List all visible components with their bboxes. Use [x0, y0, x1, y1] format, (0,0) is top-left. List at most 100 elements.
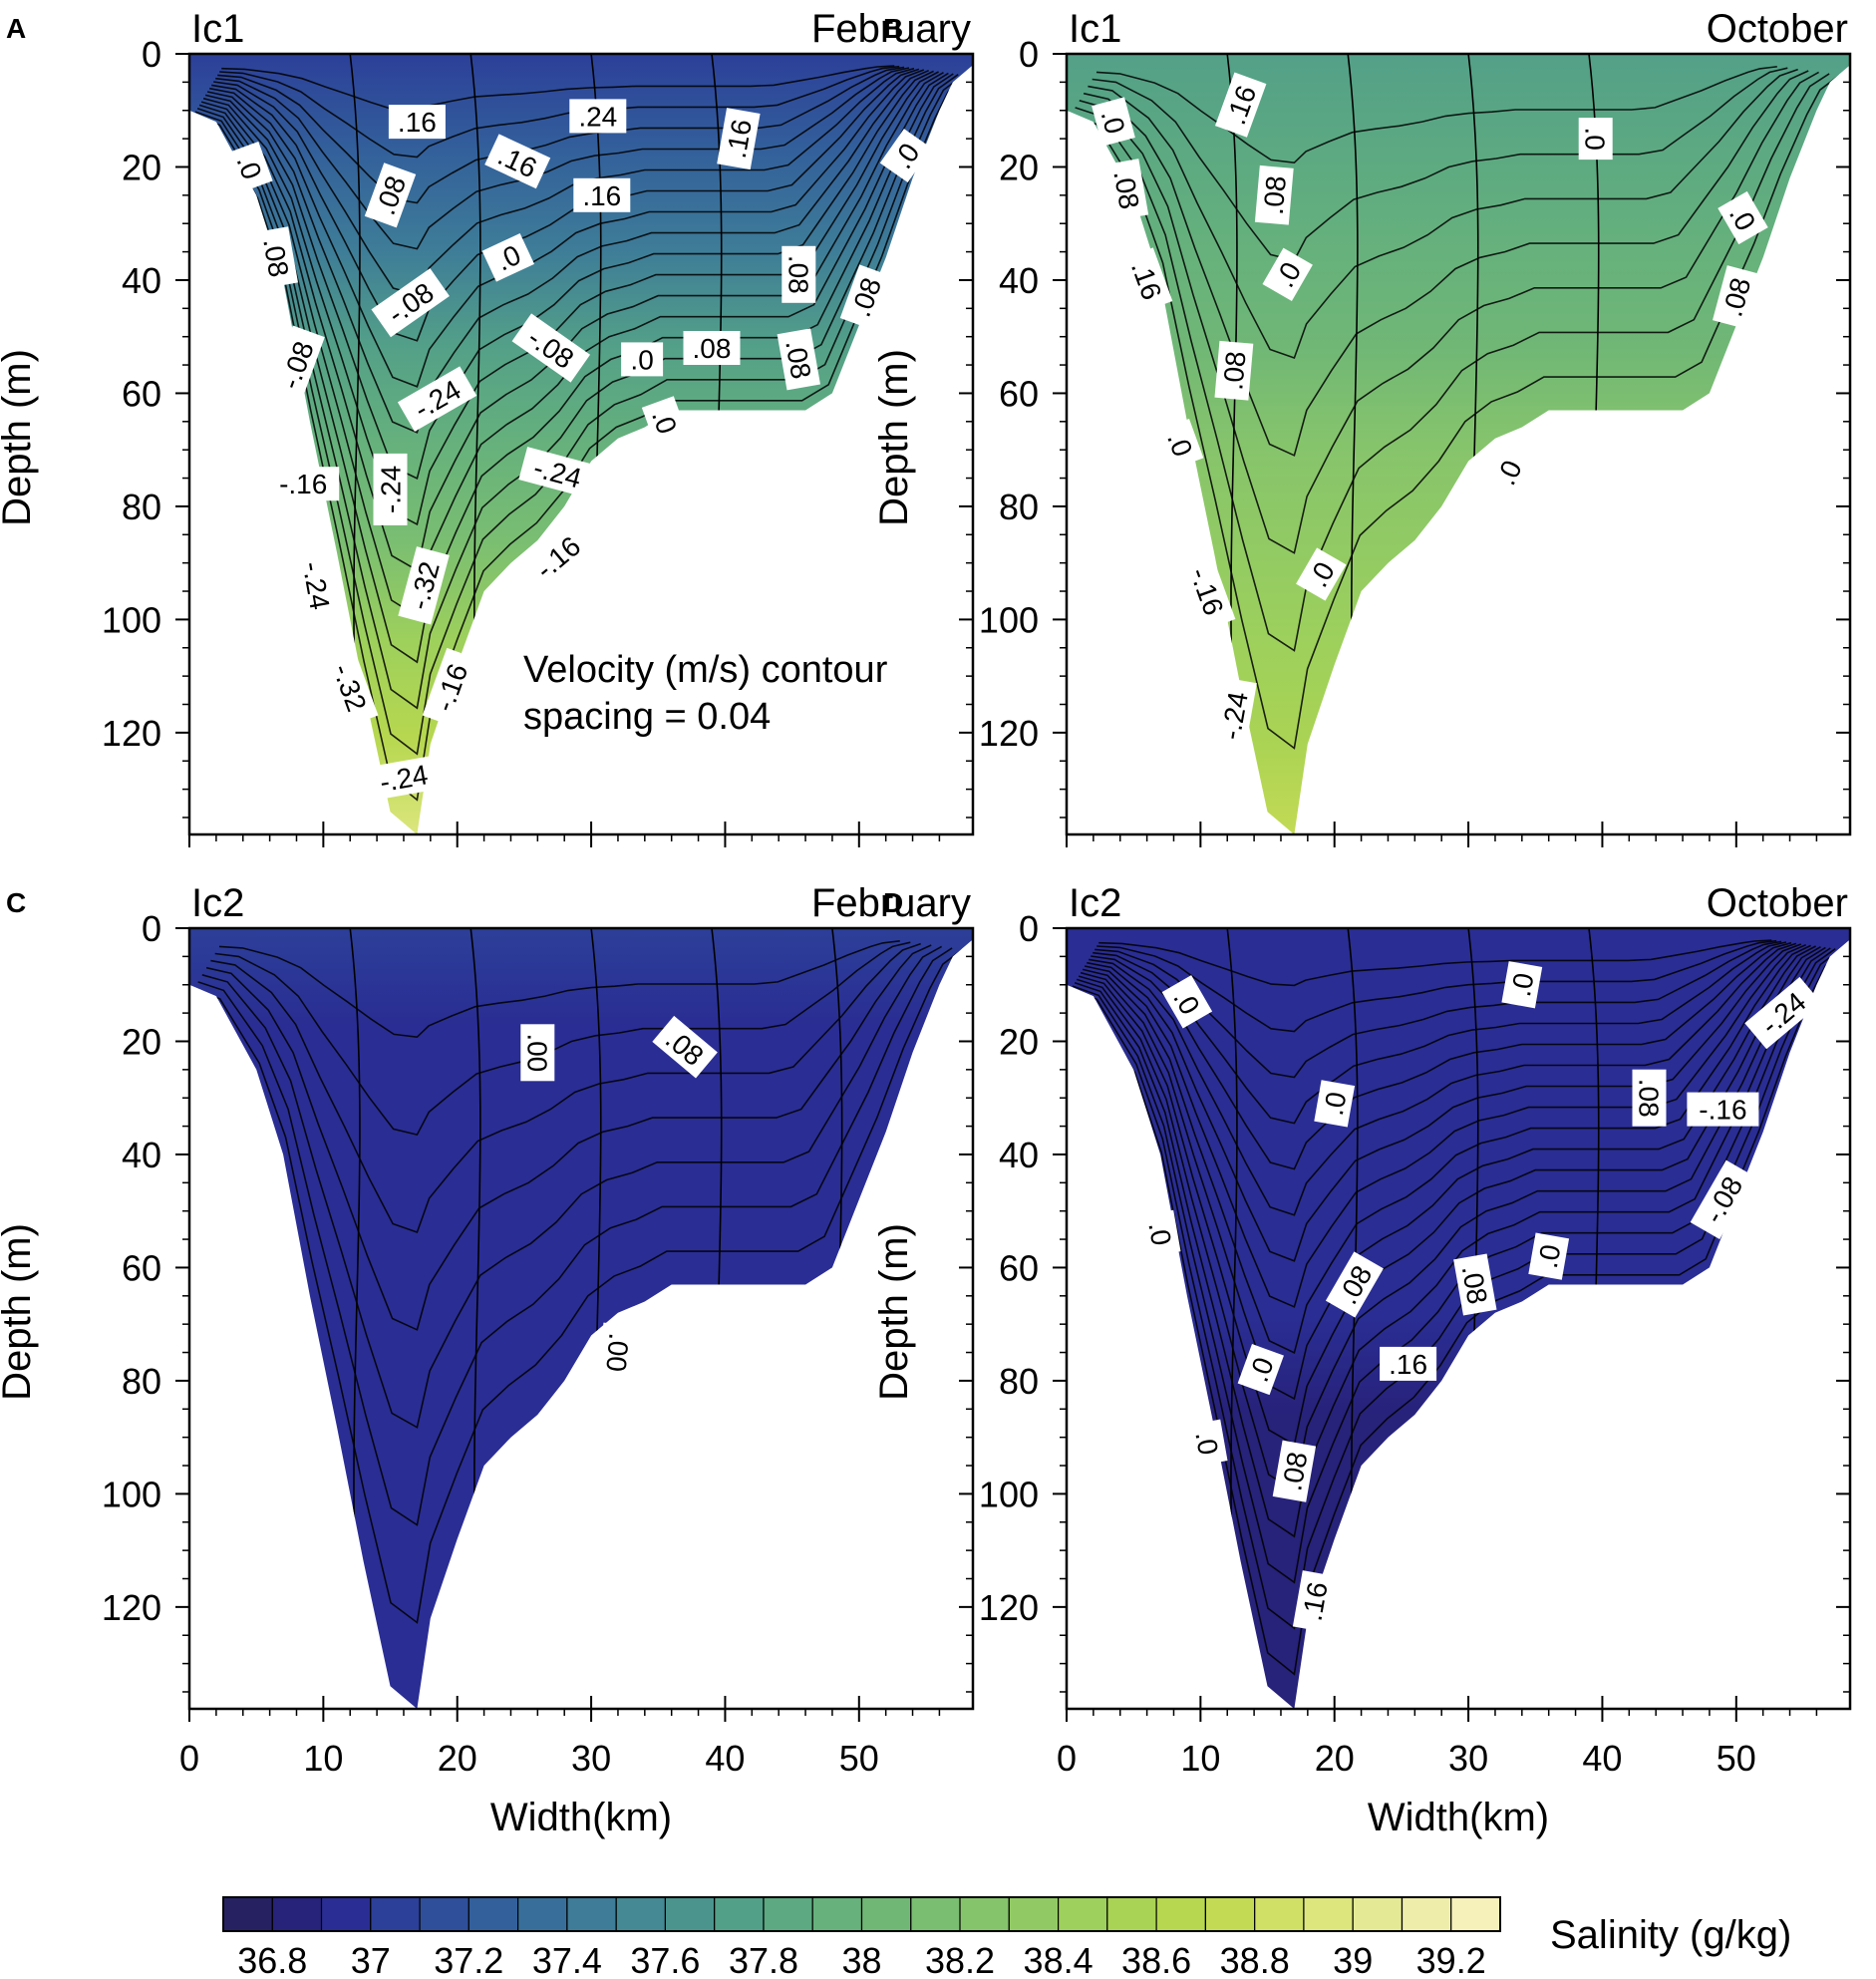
contour-line	[1084, 943, 1807, 1308]
contour-line	[219, 65, 900, 159]
contour-label-text: .08	[257, 236, 294, 280]
panel-letter: D	[883, 887, 903, 918]
colorbar-bin	[1008, 1896, 1060, 1932]
contour-line	[218, 940, 900, 1039]
colorbar-bin	[1204, 1896, 1256, 1932]
contour-label: .0	[1092, 97, 1135, 147]
y-axis-label: Depth (m)	[0, 349, 39, 526]
contour-label-text: .08	[693, 333, 732, 364]
colorbar-bin	[566, 1896, 617, 1932]
colorbar-tick-label: 39	[1333, 1940, 1373, 1979]
contour-label-text: .00	[600, 1332, 634, 1373]
x-tick-label: 40	[1582, 1738, 1622, 1779]
contour-line	[200, 72, 944, 572]
contour-line	[210, 942, 921, 1234]
y-tick-label: 40	[122, 1135, 161, 1175]
contour-label: .0	[1314, 1080, 1356, 1128]
x-tick-label: 20	[438, 1738, 477, 1779]
contour-line	[1094, 940, 1782, 1079]
contour-label-text: .16	[398, 107, 437, 138]
colorbar-bin	[910, 1896, 961, 1932]
contour-label-text: .0	[630, 344, 653, 375]
panel-d: .0.0-.24.0.08 -.16-.08.0.0.08.08.0.16.0.0…	[872, 881, 1852, 1839]
x-tick-label: 40	[705, 1738, 745, 1779]
x-axis-label: Width(km)	[490, 1796, 672, 1839]
contour-line	[201, 945, 942, 1429]
contour-label: .08	[1214, 340, 1254, 401]
y-tick-label: 60	[122, 373, 161, 414]
contour-label-text: .16	[1296, 1579, 1333, 1623]
contour-label: .0	[1528, 1232, 1570, 1280]
colorbar-label: Salinity (g/kg)	[1550, 1913, 1791, 1957]
contour-label: -.08	[371, 268, 450, 338]
contour-label: .16	[717, 108, 761, 170]
colorbar-bin	[271, 1896, 323, 1932]
y-tick-label: 120	[102, 1587, 161, 1628]
contour-line	[217, 66, 905, 204]
month-title: October	[1707, 881, 1848, 925]
contour-line	[1088, 68, 1798, 360]
x-tick-label: 0	[179, 1738, 199, 1779]
x-tick-label: 50	[1717, 1738, 1756, 1779]
contour-line	[1075, 73, 1830, 652]
colorbar-tick-label: 38.2	[925, 1940, 995, 1979]
contour-label: .00	[598, 1322, 638, 1383]
contour-label: .16	[573, 177, 631, 212]
contour-line	[1091, 941, 1792, 1170]
y-axis-label: Depth (m)	[872, 349, 916, 526]
y-tick-label: 0	[142, 34, 161, 75]
salinity-field	[189, 928, 973, 1709]
colorbar-bin	[1303, 1896, 1354, 1932]
contour-label: -.16	[1687, 1092, 1759, 1127]
colorbar-bin	[763, 1896, 813, 1932]
colorbar-bin	[370, 1896, 421, 1932]
x-tick-label: 0	[1057, 1738, 1077, 1779]
month-title: October	[1707, 7, 1848, 51]
contour-label: -.24	[293, 546, 340, 624]
contour-label-text: .16	[1389, 1349, 1427, 1380]
y-tick-label: 20	[999, 147, 1039, 187]
month-title: February	[811, 881, 971, 925]
colorbar-bin	[468, 1896, 519, 1932]
colorbar-bin	[419, 1896, 470, 1932]
x-tick-label: 10	[303, 1738, 343, 1779]
x-axis-label: Width(km)	[1368, 1796, 1549, 1839]
colorbar-tick-label: 36.8	[237, 1940, 307, 1979]
contour-line	[1076, 946, 1826, 1492]
contour-label: .16	[388, 105, 446, 140]
contour-line	[206, 69, 930, 434]
contour-line	[1082, 944, 1811, 1355]
panel-letter: A	[6, 13, 26, 44]
contour-label-text: .0	[1505, 971, 1540, 999]
contour-line	[1083, 70, 1809, 457]
y-tick-label: 20	[122, 147, 161, 187]
contour-line	[202, 71, 939, 526]
contour-label-text: .08	[780, 338, 816, 382]
contour-label-text: .0	[1580, 127, 1611, 150]
colorbar-bin	[860, 1896, 912, 1932]
contour-line	[221, 65, 895, 113]
contour-line	[1087, 943, 1802, 1262]
contour-label: .08	[1632, 1069, 1667, 1127]
contour-line	[204, 70, 934, 481]
contour-label-text: -.16	[1699, 1095, 1746, 1126]
contour-label: .08	[1104, 159, 1149, 221]
contour-line	[1089, 942, 1797, 1216]
plot-frame	[1065, 52, 1852, 836]
contour-label: .0	[1484, 446, 1533, 499]
contour-label: .08	[683, 331, 741, 365]
colorbar-tick-label: 38	[841, 1940, 881, 1979]
contour-label: .0	[1501, 961, 1543, 1009]
y-tick-label: 120	[979, 1587, 1039, 1628]
contour-label: .0	[1718, 190, 1768, 245]
y-tick-label: 0	[142, 908, 161, 949]
colorbar-bin	[615, 1896, 667, 1932]
contour-label: .08	[782, 245, 816, 303]
contour-line	[213, 67, 915, 296]
colorbar-bin	[1254, 1896, 1305, 1932]
y-tick-label: 40	[999, 1135, 1039, 1175]
x-tick-label: 30	[571, 1738, 611, 1779]
contour-line	[1074, 947, 1831, 1538]
